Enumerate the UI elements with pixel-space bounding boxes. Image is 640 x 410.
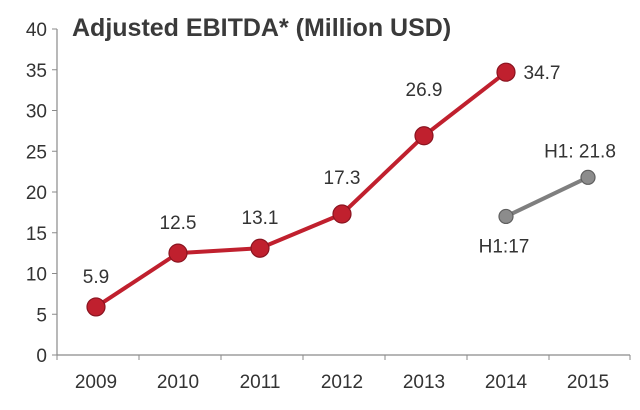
- ebitda-point: [496, 62, 516, 82]
- h1-data-label: H1:17: [479, 236, 530, 257]
- x-tick-label: 2009: [75, 372, 117, 393]
- data-labels: 5.9 12.5 13.1 17.3 26.9 34.7 H1:17 H1: 21.8: [83, 63, 616, 288]
- ebitda-point: [250, 238, 270, 258]
- y-tick-label: 30: [26, 102, 47, 123]
- h1-line: [504, 175, 590, 219]
- chart-title: Adjusted EBITDA* (Million USD): [72, 14, 451, 42]
- axes: 0 5 10 15 20 25 30 35 40 2009 2010 2011 2012 2013 2014…: [26, 20, 631, 393]
- ebitda-data-label: 17.3: [324, 168, 361, 189]
- x-tick-label: 2015: [567, 372, 609, 393]
- x-tick-label: 2013: [403, 372, 445, 393]
- ebitda-point: [332, 204, 352, 224]
- ebitda-point: [86, 297, 106, 317]
- ebitda-data-label: 26.9: [406, 80, 443, 101]
- y-tick-label: 35: [26, 61, 47, 82]
- x-tick-label: 2011: [240, 372, 281, 393]
- y-tick-label: 20: [26, 183, 47, 204]
- ebitda-data-label: 34.7: [524, 63, 561, 84]
- series-layer: [86, 62, 596, 317]
- h1-point: [580, 169, 596, 185]
- y-tick-label: 5: [36, 305, 47, 326]
- ebitda-point: [168, 243, 188, 263]
- ebitda-data-label: 5.9: [83, 267, 109, 288]
- y-tick-label: 15: [26, 224, 47, 245]
- y-tick-label: 10: [26, 265, 47, 286]
- x-tick-label: 2012: [321, 372, 363, 393]
- ebitda-data-label: 12.5: [160, 213, 197, 234]
- h1-point: [498, 208, 514, 225]
- ebitda-data-label: 13.1: [242, 208, 279, 229]
- y-tick-label: 25: [26, 142, 47, 163]
- ebitda-line: [94, 70, 508, 309]
- ebitda-point: [414, 126, 434, 146]
- x-tick-label: 2010: [157, 372, 199, 393]
- y-tick-label: 40: [26, 20, 47, 41]
- h1-data-label: H1: 21.8: [544, 141, 616, 162]
- x-tick-label: 2014: [485, 372, 528, 393]
- y-tick-label: 0: [36, 346, 47, 367]
